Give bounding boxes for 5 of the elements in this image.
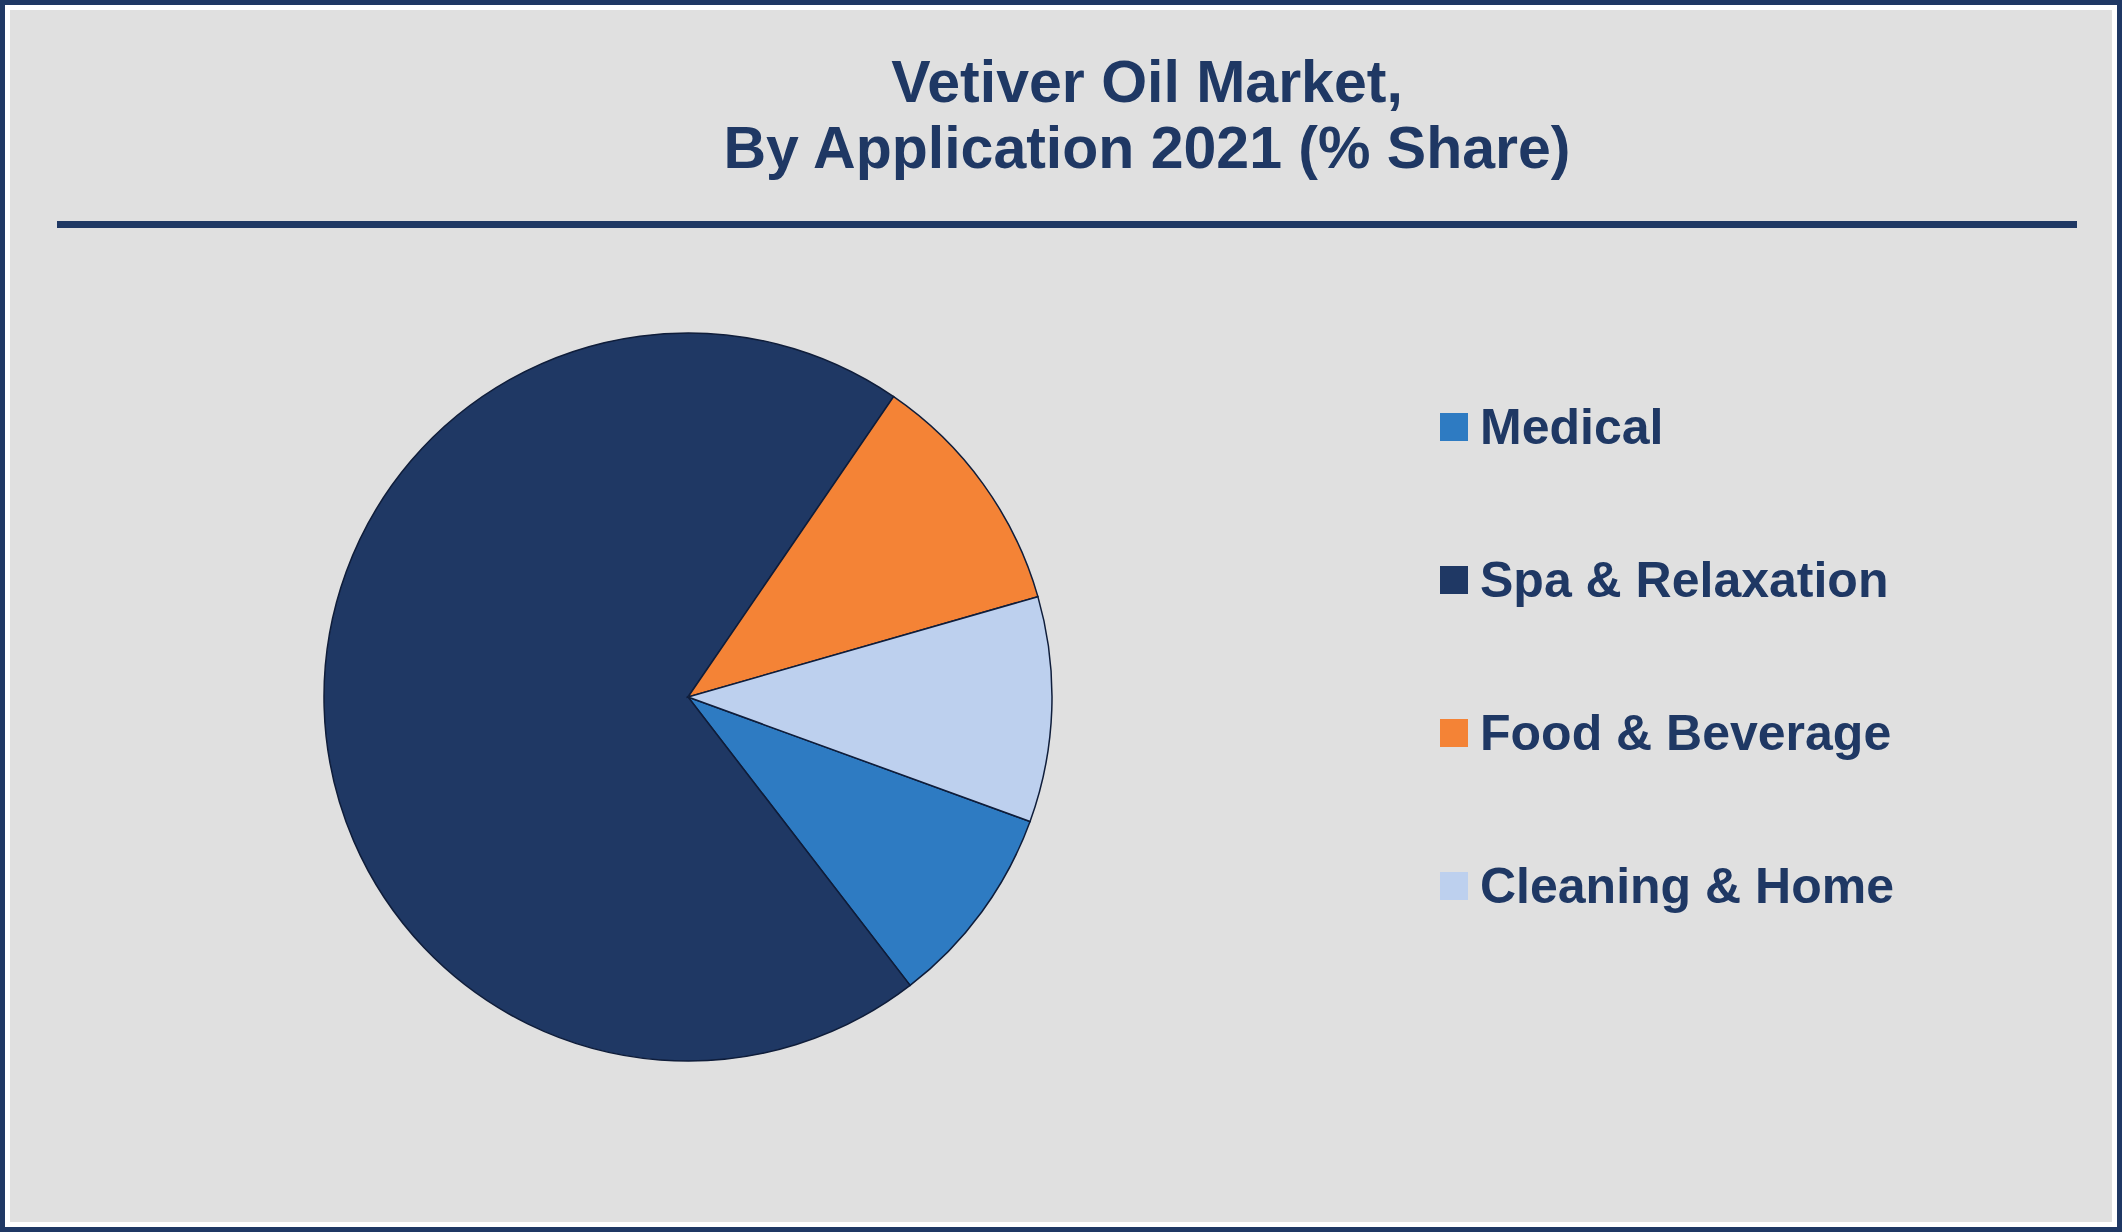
legend-label: Cleaning & Home [1480, 858, 1894, 914]
chart-title: Vetiver Oil Market, By Application 2021 (% Share) [722, 49, 1572, 181]
legend-label: Spa & Relaxation [1480, 552, 1889, 608]
legend-label: Medical [1480, 399, 1664, 455]
legend-label: Food & Beverage [1480, 705, 1892, 761]
